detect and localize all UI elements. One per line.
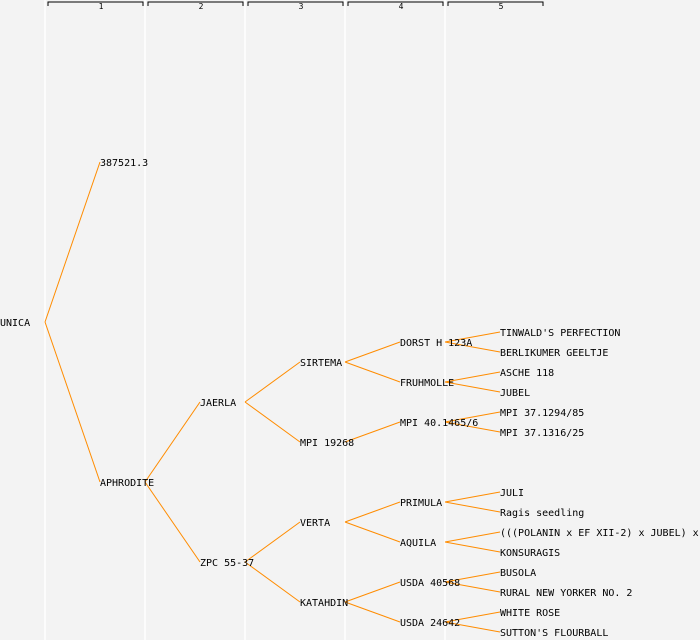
generation-header: 1 2 3 4 5 [47, 1, 544, 11]
generation-bracket [247, 1, 344, 6]
generation-label: 1 [99, 2, 104, 11]
pedigree-edge [244, 561, 301, 603]
pedigree-edge [444, 501, 501, 513]
generation-bracket [47, 1, 144, 6]
pedigree-edge [444, 541, 501, 553]
pedigree-node[interactable]: BERLIKUMER GEELTJE [500, 348, 608, 359]
pedigree-edge [444, 341, 501, 353]
pedigree-node[interactable]: UNICA [0, 318, 30, 329]
pedigree-node[interactable]: JULI [500, 488, 524, 499]
pedigree-node[interactable]: MPI 37.1294/85 [500, 408, 584, 419]
pedigree-edge [444, 371, 501, 383]
pedigree-edge [244, 521, 301, 563]
pedigree-node[interactable]: KONSURAGIS [500, 548, 560, 559]
generation-label: 5 [499, 2, 504, 11]
pedigree-node[interactable]: TINWALD'S PERFECTION [500, 328, 620, 339]
pedigree-node[interactable]: KATAHDIN [300, 598, 348, 609]
pedigree-node[interactable]: ZPC 55-37 [200, 558, 254, 569]
pedigree-edge [344, 341, 401, 363]
pedigree-edge [344, 521, 401, 543]
pedigree-edge [144, 481, 201, 563]
pedigree-node[interactable]: JUBEL [500, 388, 530, 399]
pedigree-edge [44, 321, 101, 483]
pedigree-edge [444, 381, 501, 393]
generation-label: 3 [299, 2, 304, 11]
pedigree-node[interactable]: RURAL NEW YORKER NO. 2 [500, 588, 632, 599]
pedigree-node[interactable]: PRIMULA [400, 498, 442, 509]
pedigree-edge [344, 601, 401, 623]
pedigree-node[interactable]: WHITE ROSE [500, 608, 560, 619]
pedigree-edge [144, 401, 201, 483]
generation-label: 4 [399, 2, 404, 11]
pedigree-node[interactable]: USDA 24642 [400, 618, 460, 629]
pedigree-edge [444, 531, 501, 543]
column-separators [44, 0, 446, 640]
pedigree-node[interactable]: 387521.3 [100, 158, 148, 169]
pedigree-node[interactable]: ASCHE 118 [500, 368, 554, 379]
pedigree-node[interactable]: AQUILA [400, 538, 436, 549]
pedigree-edge [244, 401, 301, 443]
pedigree-node[interactable]: SIRTEMA [300, 358, 342, 369]
pedigree-edge [344, 501, 401, 523]
pedigree-edge [344, 421, 401, 443]
pedigree-node[interactable]: (((POLANIN x EF XII-2) x JUBEL) x [500, 528, 699, 539]
pedigree-nodes: 387521.3 TINWALD'S PERFECTION BERLIKUMER G… [0, 158, 699, 639]
pedigree-node[interactable]: Ragis seedling [500, 508, 584, 519]
pedigree-edge [344, 581, 401, 603]
generation-bracket [347, 1, 444, 6]
generation-bracket [447, 1, 544, 6]
pedigree-edge [444, 571, 501, 583]
pedigree-edge [444, 611, 501, 623]
pedigree-node[interactable]: USDA 40568 [400, 578, 460, 589]
pedigree-node[interactable]: FRUHMOLLE [400, 378, 454, 389]
pedigree-edge [344, 361, 401, 383]
pedigree-node[interactable]: MPI 37.1316/25 [500, 428, 584, 439]
generation-label: 2 [199, 2, 204, 11]
pedigree-node[interactable]: DORST H 123A [400, 338, 472, 349]
pedigree-edge [444, 491, 501, 503]
pedigree-node[interactable]: BUSOLA [500, 568, 536, 579]
pedigree-node[interactable]: JAERLA [200, 398, 236, 409]
pedigree-node[interactable]: MPI 40.1465/6 [400, 418, 478, 429]
pedigree-node[interactable]: VERTA [300, 518, 330, 529]
pedigree-edge [444, 621, 501, 633]
pedigree-edge [444, 581, 501, 593]
pedigree-edge [444, 411, 501, 423]
pedigree-edge [444, 421, 501, 433]
generation-bracket [147, 1, 244, 6]
pedigree-node[interactable]: MPI 19268 [300, 438, 354, 449]
pedigree-edge [44, 161, 101, 323]
pedigree-edge [444, 331, 501, 343]
pedigree-edge [244, 361, 301, 403]
pedigree-node[interactable]: APHRODITE [100, 478, 154, 489]
pedigree-node[interactable]: SUTTON'S FLOURBALL [500, 628, 608, 639]
pedigree-edges [44, 161, 501, 633]
